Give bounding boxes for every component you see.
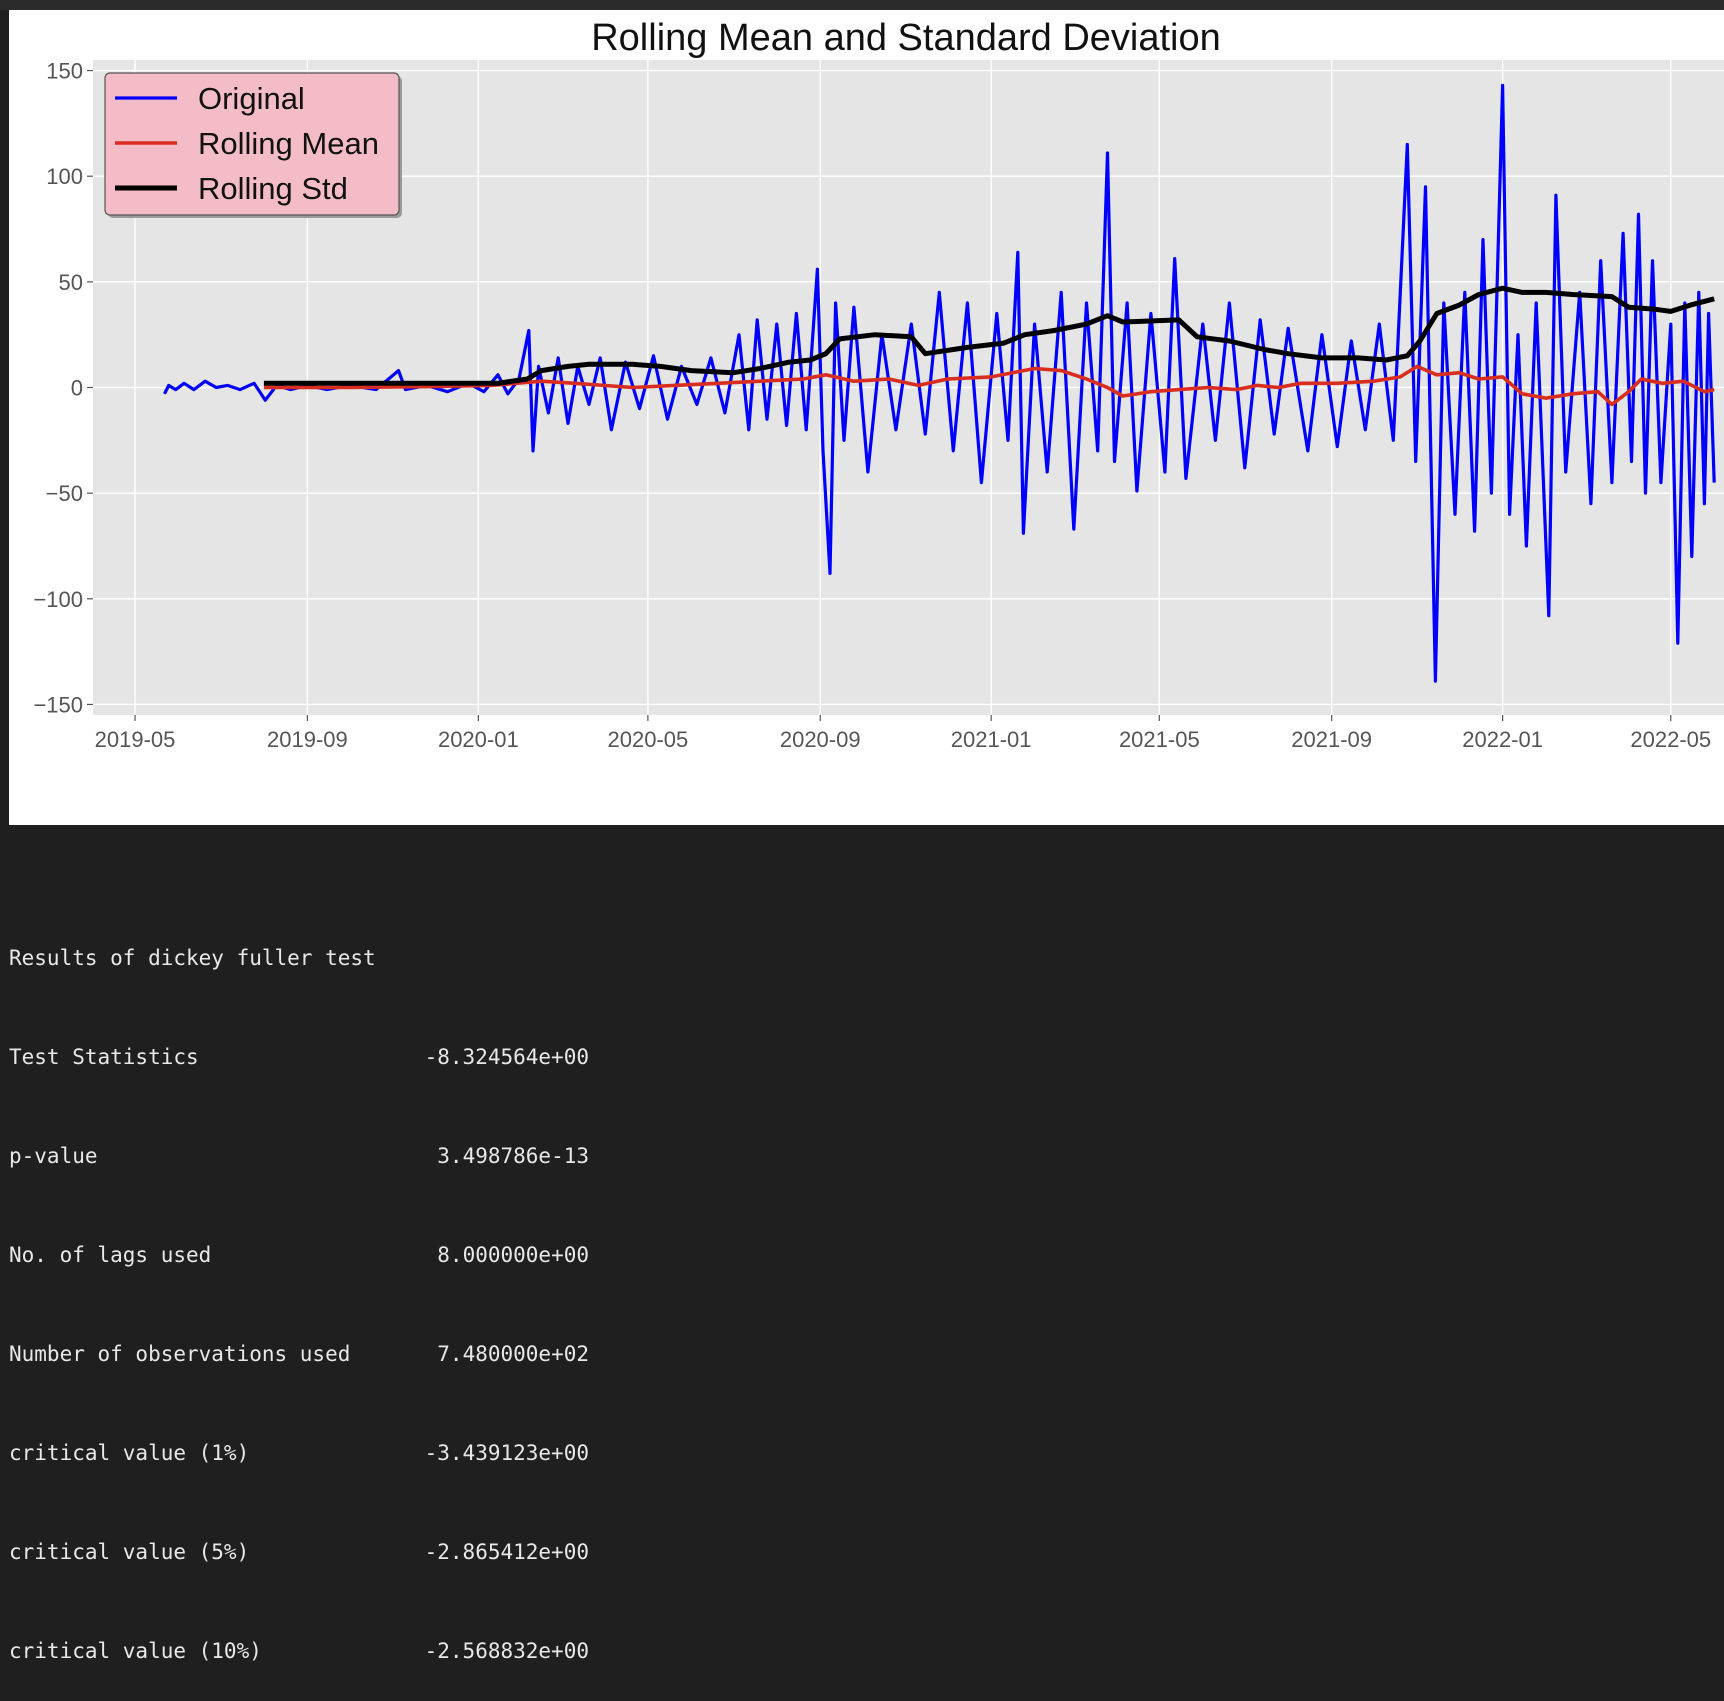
x-tick-label: 2022-05 <box>1630 727 1711 752</box>
output-value: -8.324564e+00 <box>424 1045 589 1069</box>
output-heading: Results of dickey fuller test <box>9 946 376 970</box>
output-value: -3.439123e+00 <box>424 1441 589 1465</box>
output-value: 3.498786e-13 <box>437 1144 589 1168</box>
output-label: Test Statistics <box>9 1045 199 1069</box>
output-row: Test Statistics -8.324564e+00 <box>9 1041 589 1074</box>
output-value: 8.000000e+00 <box>437 1243 589 1267</box>
output-row: No. of lags used 8.000000e+00 <box>9 1239 589 1272</box>
x-tick-label: 2019-09 <box>267 727 348 752</box>
output-row: critical value (1%) -3.439123e+00 <box>9 1437 589 1470</box>
x-tick-label: 2020-09 <box>780 727 861 752</box>
output-row: p-value 3.498786e-13 <box>9 1140 589 1173</box>
y-tick-label: −100 <box>33 587 83 612</box>
output-value: -2.865412e+00 <box>424 1540 589 1564</box>
legend-label: Rolling Std <box>198 171 348 206</box>
x-tick-label: 2021-05 <box>1119 727 1200 752</box>
plot-area: 2019-05 2019-09 2020-01 2020-05 2020-09 2021-… <box>33 59 1724 752</box>
legend <box>104 72 400 216</box>
y-tick-label: −150 <box>33 692 83 717</box>
output-label: critical value (1%) <box>9 1441 250 1465</box>
output-row: critical value (10%) -2.568832e+00 <box>9 1635 589 1668</box>
x-tick-label: 2020-05 <box>608 727 689 752</box>
top-strip <box>0 0 1724 10</box>
legend-label: Rolling Mean <box>198 126 379 161</box>
x-tick-label: 2020-01 <box>438 727 519 752</box>
x-tick-label: 2021-01 <box>951 727 1032 752</box>
chart-figure: Rolling Mean and Standard Deviation 2019… <box>9 10 1724 825</box>
y-tick-label: 100 <box>46 164 83 189</box>
chart-svg: Rolling Mean and Standard Deviation 2019… <box>33 17 1724 752</box>
y-tick-label: 150 <box>46 59 83 84</box>
output-label: critical value (5%) <box>9 1540 250 1564</box>
output-label: Number of observations used <box>9 1342 351 1366</box>
x-tick-label: 2022-01 <box>1462 727 1543 752</box>
output-label: critical value (10%) <box>9 1639 262 1663</box>
legend-label: Original <box>198 81 305 116</box>
y-tick-label: 0 <box>71 376 83 401</box>
y-tick-label: 50 <box>59 270 83 295</box>
output-row: critical value (5%) -2.865412e+00 <box>9 1536 589 1569</box>
rolling-mean-line <box>263 364 1715 407</box>
x-tick-label: 2021-09 <box>1291 727 1372 752</box>
rolling-std-line <box>263 285 1715 386</box>
output-value: -2.568832e+00 <box>424 1639 589 1663</box>
x-tick-label: 2019-05 <box>95 727 176 752</box>
output-row: Number of observations used 7.480000e+02 <box>9 1338 589 1371</box>
test-output: Results of dickey fuller test Test Stati… <box>9 876 589 1701</box>
output-value: 7.480000e+02 <box>437 1342 589 1366</box>
chart-title: Rolling Mean and Standard Deviation <box>591 17 1221 59</box>
output-label: No. of lags used <box>9 1243 212 1267</box>
output-label: p-value <box>9 1144 98 1168</box>
y-tick-label: −50 <box>46 481 83 506</box>
